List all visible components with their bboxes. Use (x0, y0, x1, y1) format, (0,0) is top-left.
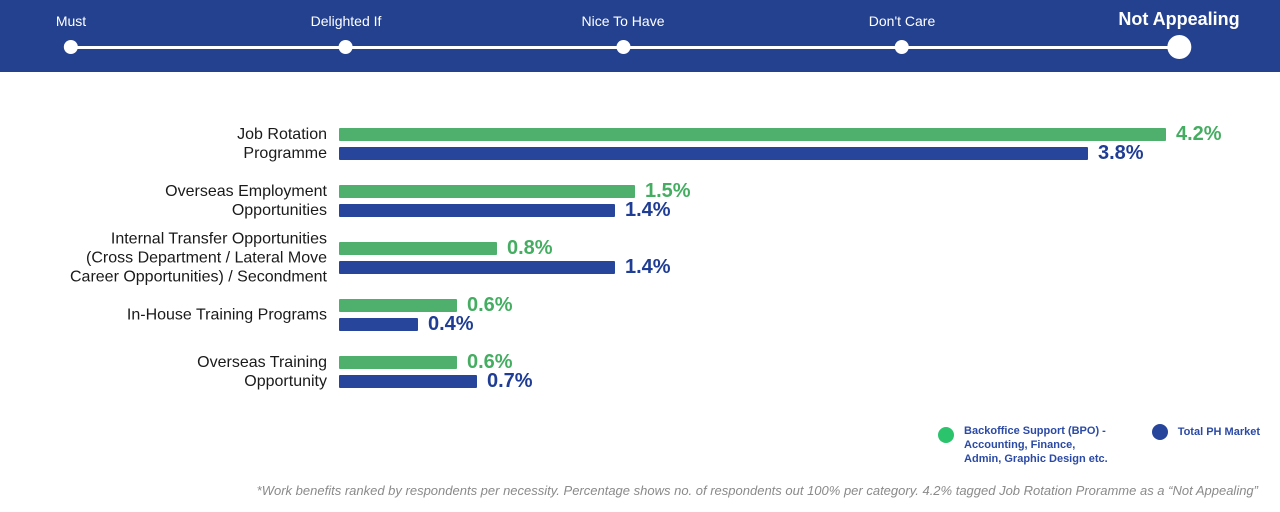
bar-value: 0.4% (428, 313, 474, 335)
bar-total-ph-market (339, 147, 1088, 160)
bar-value: 0.8% (507, 237, 553, 259)
legend-label: Backoffice Support (BPO) - Accounting, F… (964, 425, 1108, 465)
legend-item: Backoffice Support (BPO) - Accounting, F… (938, 424, 1108, 466)
legend-label: Total PH Market (1177, 426, 1260, 438)
bar-total-ph-market (339, 261, 615, 274)
chart-row: In-House Training Programs 0.6% 0.4% (0, 294, 1280, 335)
slider-item-must[interactable]: Must (56, 0, 86, 54)
slider-item-label: Must (55, 13, 87, 29)
slider-item-label: Nice To Have (581, 13, 665, 29)
slider-dot[interactable] (64, 40, 78, 54)
bar-backoffice-support (339, 242, 497, 255)
chart-row: Job Rotation Programme 4.2% 3.8% (0, 123, 1280, 164)
bar-chart: Job Rotation Programme 4.2% 3.8% Overseas E… (0, 72, 1280, 392)
slider-dot[interactable] (615, 40, 630, 54)
bar-value: 0.6% (467, 351, 513, 373)
legend-dot (1151, 424, 1168, 440)
legend-item: Total PH Market (1151, 424, 1260, 440)
slider-item-don-t-care[interactable]: Don't Care (869, 0, 935, 54)
bar-total-ph-market (339, 375, 477, 388)
slider-item-delighted-if[interactable]: Delighted If (310, 0, 382, 54)
chart-row: Overseas Training Opportunity 0.6% 0.7% (0, 351, 1280, 392)
slider-item-nice-to-have[interactable]: Nice To Have (581, 0, 665, 54)
slider-item-label: Delighted If (310, 13, 382, 29)
bar-value: 1.5% (645, 180, 691, 202)
bar-value: 1.4% (625, 256, 671, 278)
bar-backoffice-support (339, 128, 1166, 141)
bar-backoffice-support (339, 299, 457, 312)
bar-total-ph-market (339, 204, 615, 217)
chart-row: Overseas Employment Opportunities 1.5% 1.4… (0, 180, 1280, 221)
bar-value: 1.4% (625, 199, 671, 221)
chart-legend: Backoffice Support (BPO) - Accounting, F… (938, 424, 1260, 466)
bar-value: 3.8% (1098, 142, 1144, 164)
slider-dot[interactable] (894, 40, 909, 54)
slider-dot[interactable] (1166, 35, 1191, 59)
bar-value: 0.7% (487, 370, 533, 392)
bar-total-ph-market (339, 318, 418, 331)
slider-dot[interactable] (338, 40, 353, 54)
legend-dot (938, 427, 955, 443)
bar-backoffice-support (339, 356, 457, 369)
slider-item-label: Don't Care (868, 13, 936, 29)
category-label: Internal Transfer Opportunities (Cross D… (69, 230, 327, 286)
category-label: Job Rotation Programme (237, 126, 327, 162)
bar-backoffice-support (339, 185, 635, 198)
slider-item-label: Not Appealing (1118, 9, 1240, 29)
slider-item-not-appealing[interactable]: Not Appealing (1118, 0, 1240, 59)
bar-value: 4.2% (1176, 123, 1222, 145)
category-label: In-House Training Programs (126, 306, 327, 324)
priority-slider-bar: Must Delighted If Nice To Have Don't Care No… (0, 0, 1280, 72)
bar-value: 0.6% (467, 294, 513, 316)
category-label: Overseas Training Opportunity (197, 354, 327, 390)
footnote: *Work benefits ranked by respondents per… (256, 483, 1258, 498)
chart-row: Internal Transfer Opportunities (Cross D… (0, 231, 1280, 286)
category-label: Overseas Employment Opportunities (165, 183, 327, 219)
